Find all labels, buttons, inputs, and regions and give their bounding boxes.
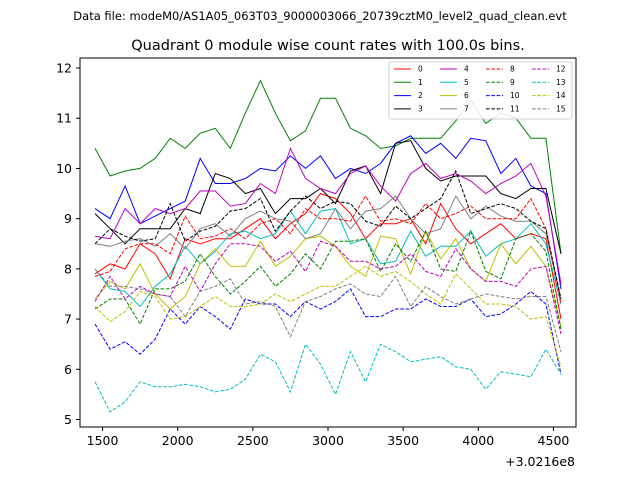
legend-label-7: 7 bbox=[464, 104, 469, 113]
series-line-10 bbox=[94, 288, 562, 375]
data-file-label: Data file: modeM0/AS1A05_063T03_90000030… bbox=[73, 9, 567, 23]
x-tick-label: 4500 bbox=[538, 433, 570, 448]
legend-label-13: 13 bbox=[556, 78, 566, 87]
series-line-7 bbox=[94, 195, 562, 300]
legend-label-2: 2 bbox=[418, 91, 423, 100]
series-line-14 bbox=[94, 265, 562, 367]
series-line-11 bbox=[94, 169, 562, 300]
series-line-15 bbox=[94, 268, 562, 352]
y-tick-label: 8 bbox=[64, 261, 72, 276]
series-layer bbox=[94, 79, 562, 413]
y-tick-label: 6 bbox=[64, 362, 72, 377]
series-line-5 bbox=[94, 208, 562, 308]
legend-label-4: 4 bbox=[464, 65, 469, 74]
legend-label-6: 6 bbox=[464, 91, 469, 100]
x-tick-label: 3500 bbox=[387, 433, 419, 448]
series-line-3 bbox=[94, 140, 562, 254]
legend-label-0: 0 bbox=[418, 65, 423, 74]
legend-label-14: 14 bbox=[556, 91, 566, 100]
legend-box bbox=[388, 61, 573, 120]
legend-label-12: 12 bbox=[556, 65, 566, 74]
y-tick-label: 11 bbox=[56, 111, 72, 126]
legend-label-1: 1 bbox=[418, 78, 423, 87]
series-line-9 bbox=[94, 229, 562, 330]
x-tick-label: 1500 bbox=[87, 433, 119, 448]
y-tick-label: 12 bbox=[56, 61, 72, 76]
x-offset-label: +3.0216e8 bbox=[505, 454, 575, 469]
series-line-2 bbox=[94, 135, 562, 289]
x-tick-label: 2500 bbox=[237, 433, 269, 448]
legend-label-10: 10 bbox=[510, 91, 520, 100]
series-line-12 bbox=[94, 240, 562, 335]
series-line-1 bbox=[94, 79, 562, 254]
chart-title: Quadrant 0 module wise count rates with … bbox=[131, 38, 525, 54]
legend-label-8: 8 bbox=[510, 65, 515, 74]
x-tick-label: 2000 bbox=[162, 433, 194, 448]
x-tick-label: 4000 bbox=[462, 433, 494, 448]
y-tick-label: 9 bbox=[64, 211, 72, 226]
legend-label-9: 9 bbox=[510, 78, 515, 87]
y-tick-label: 5 bbox=[64, 412, 72, 427]
legend-label-3: 3 bbox=[418, 104, 423, 113]
y-tick-label: 10 bbox=[56, 161, 72, 176]
series-line-8 bbox=[94, 195, 562, 305]
x-tick-label: 3000 bbox=[312, 433, 344, 448]
legend-label-5: 5 bbox=[464, 78, 469, 87]
legend-label-11: 11 bbox=[510, 104, 520, 113]
legend-label-15: 15 bbox=[556, 104, 566, 113]
series-line-6 bbox=[94, 229, 562, 327]
series-line-4 bbox=[94, 147, 562, 284]
y-tick-label: 7 bbox=[64, 312, 72, 327]
